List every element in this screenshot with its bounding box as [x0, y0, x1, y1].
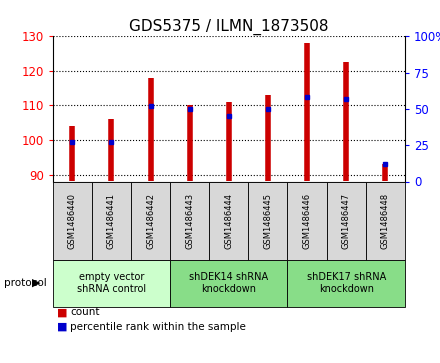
Text: GSM1486447: GSM1486447 — [341, 192, 351, 249]
Text: shDEK17 shRNA
knockdown: shDEK17 shRNA knockdown — [307, 272, 386, 294]
Text: GSM1486445: GSM1486445 — [264, 192, 272, 249]
Bar — [131, 182, 170, 260]
Text: percentile rank within the sample: percentile rank within the sample — [70, 322, 246, 332]
Bar — [287, 260, 405, 307]
Text: GSM1486443: GSM1486443 — [185, 192, 194, 249]
Text: GSM1486444: GSM1486444 — [224, 192, 233, 249]
Text: empty vector
shRNA control: empty vector shRNA control — [77, 272, 146, 294]
Text: ■: ■ — [57, 322, 68, 332]
Bar — [287, 182, 326, 260]
Title: GDS5375 / ILMN_1873508: GDS5375 / ILMN_1873508 — [129, 19, 329, 35]
Text: GSM1486448: GSM1486448 — [381, 192, 390, 249]
Text: ▶: ▶ — [32, 278, 40, 288]
Text: GSM1486441: GSM1486441 — [107, 192, 116, 249]
Bar — [92, 182, 131, 260]
Text: shDEK14 shRNA
knockdown: shDEK14 shRNA knockdown — [189, 272, 268, 294]
Text: ■: ■ — [57, 307, 68, 317]
Text: count: count — [70, 307, 100, 317]
Bar — [366, 182, 405, 260]
Bar — [53, 182, 92, 260]
Bar — [209, 182, 248, 260]
Text: GSM1486440: GSM1486440 — [68, 192, 77, 249]
Bar — [170, 182, 209, 260]
Bar — [326, 182, 366, 260]
Text: protocol: protocol — [4, 278, 47, 288]
Text: GSM1486446: GSM1486446 — [303, 192, 312, 249]
Text: GSM1486442: GSM1486442 — [146, 192, 155, 249]
Bar — [170, 260, 287, 307]
Bar — [248, 182, 287, 260]
Bar — [53, 260, 170, 307]
